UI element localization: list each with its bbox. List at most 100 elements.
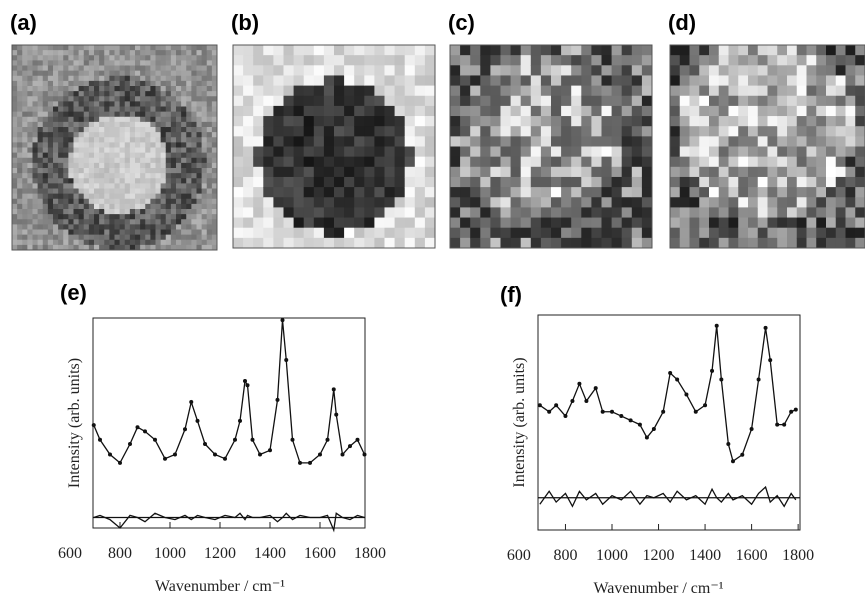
image-pixel [500, 237, 512, 249]
image-pixel [109, 96, 115, 102]
image-pixel [611, 217, 623, 229]
image-pixel [424, 166, 436, 178]
image-pixel [816, 197, 827, 208]
image-pixel [835, 126, 846, 137]
image-pixel [394, 136, 406, 147]
image-pixel [384, 126, 396, 137]
image-pixel [424, 227, 436, 239]
image-pixel [42, 147, 49, 154]
image-pixel [27, 178, 33, 184]
image-pixel [561, 45, 572, 56]
image-pixel [78, 75, 85, 82]
image-pixel [99, 224, 105, 230]
image-pixel [140, 178, 146, 184]
image-pixel [500, 126, 512, 137]
image-pixel [845, 45, 856, 56]
image-pixel [88, 106, 95, 113]
image-pixel [374, 197, 385, 208]
image-pixel [32, 101, 39, 107]
data-point [577, 381, 582, 386]
image-pixel [155, 193, 162, 200]
image-pixel [263, 187, 274, 198]
image-pixel [211, 127, 218, 133]
image-pixel [160, 106, 167, 113]
image-pixel [63, 183, 69, 189]
image-pixel [129, 188, 136, 195]
image-pixel [73, 132, 80, 138]
image-pixel [293, 95, 305, 107]
image-pixel [450, 136, 461, 147]
image-pixel [191, 106, 197, 113]
image-pixel [140, 234, 146, 241]
image-pixel [283, 156, 295, 168]
image-pixel [364, 176, 375, 188]
image-pixel [591, 95, 602, 107]
image-pixel [53, 239, 59, 246]
image-pixel [37, 60, 44, 66]
image-pixel [63, 70, 69, 77]
image-pixel [63, 50, 69, 56]
image-pixel [160, 173, 167, 179]
image-pixel [150, 244, 156, 251]
image-pixel [728, 217, 739, 229]
image-pixel [135, 219, 141, 225]
image-pixel [99, 229, 105, 236]
image-pixel [191, 91, 197, 97]
image-pixel [293, 207, 305, 219]
image-pixel [47, 55, 54, 61]
image-pixel [845, 136, 856, 147]
image-pixel [160, 178, 167, 184]
image-pixel [78, 80, 85, 87]
image-pixel [273, 55, 284, 66]
image-pixel [394, 105, 406, 117]
image-pixel [12, 157, 18, 164]
image-pixel [201, 65, 208, 72]
image-pixel [73, 219, 80, 225]
image-pixel [303, 187, 315, 198]
image-pixel [404, 65, 416, 76]
image-pixel [114, 91, 121, 97]
image-pixel [99, 239, 105, 246]
image-pixel [313, 187, 325, 198]
image-pixel [165, 137, 172, 143]
image-pixel [364, 156, 375, 168]
image-pixel [135, 96, 141, 102]
image-pixel [699, 156, 710, 168]
image-pixel [78, 121, 85, 128]
image-pixel [845, 156, 856, 168]
image-pixel [124, 116, 131, 123]
image-pixel [140, 55, 146, 61]
image-pixel [124, 214, 131, 220]
image-pixel [787, 75, 798, 87]
image-pixel [109, 80, 115, 87]
image-pixel [83, 239, 90, 246]
image-pixel [211, 45, 218, 51]
image-pixel [181, 137, 187, 143]
image-pixel [806, 207, 817, 219]
image-pixel [42, 173, 49, 179]
image-pixel [233, 227, 244, 239]
image-pixel [196, 65, 203, 72]
image-pixel [160, 193, 167, 200]
image-pixel [32, 96, 39, 102]
image-pixel [293, 176, 305, 188]
image-pixel [679, 187, 690, 198]
image-pixel [145, 106, 151, 113]
image-pixel [470, 207, 481, 219]
image-pixel [263, 146, 274, 158]
image-pixel [63, 239, 69, 246]
image-pixel [170, 86, 177, 92]
image-pixel [94, 234, 100, 241]
image-pixel [114, 127, 121, 133]
image-pixel [845, 65, 856, 76]
image-pixel [450, 176, 461, 188]
image-pixel [191, 239, 197, 246]
image-pixel [191, 224, 197, 230]
image-pixel [679, 85, 690, 97]
image-pixel [176, 55, 182, 61]
image-pixel [480, 136, 491, 147]
data-point [243, 379, 247, 383]
image-pixel [561, 156, 572, 168]
image-pixel [621, 166, 633, 178]
image-pixel [206, 121, 213, 128]
